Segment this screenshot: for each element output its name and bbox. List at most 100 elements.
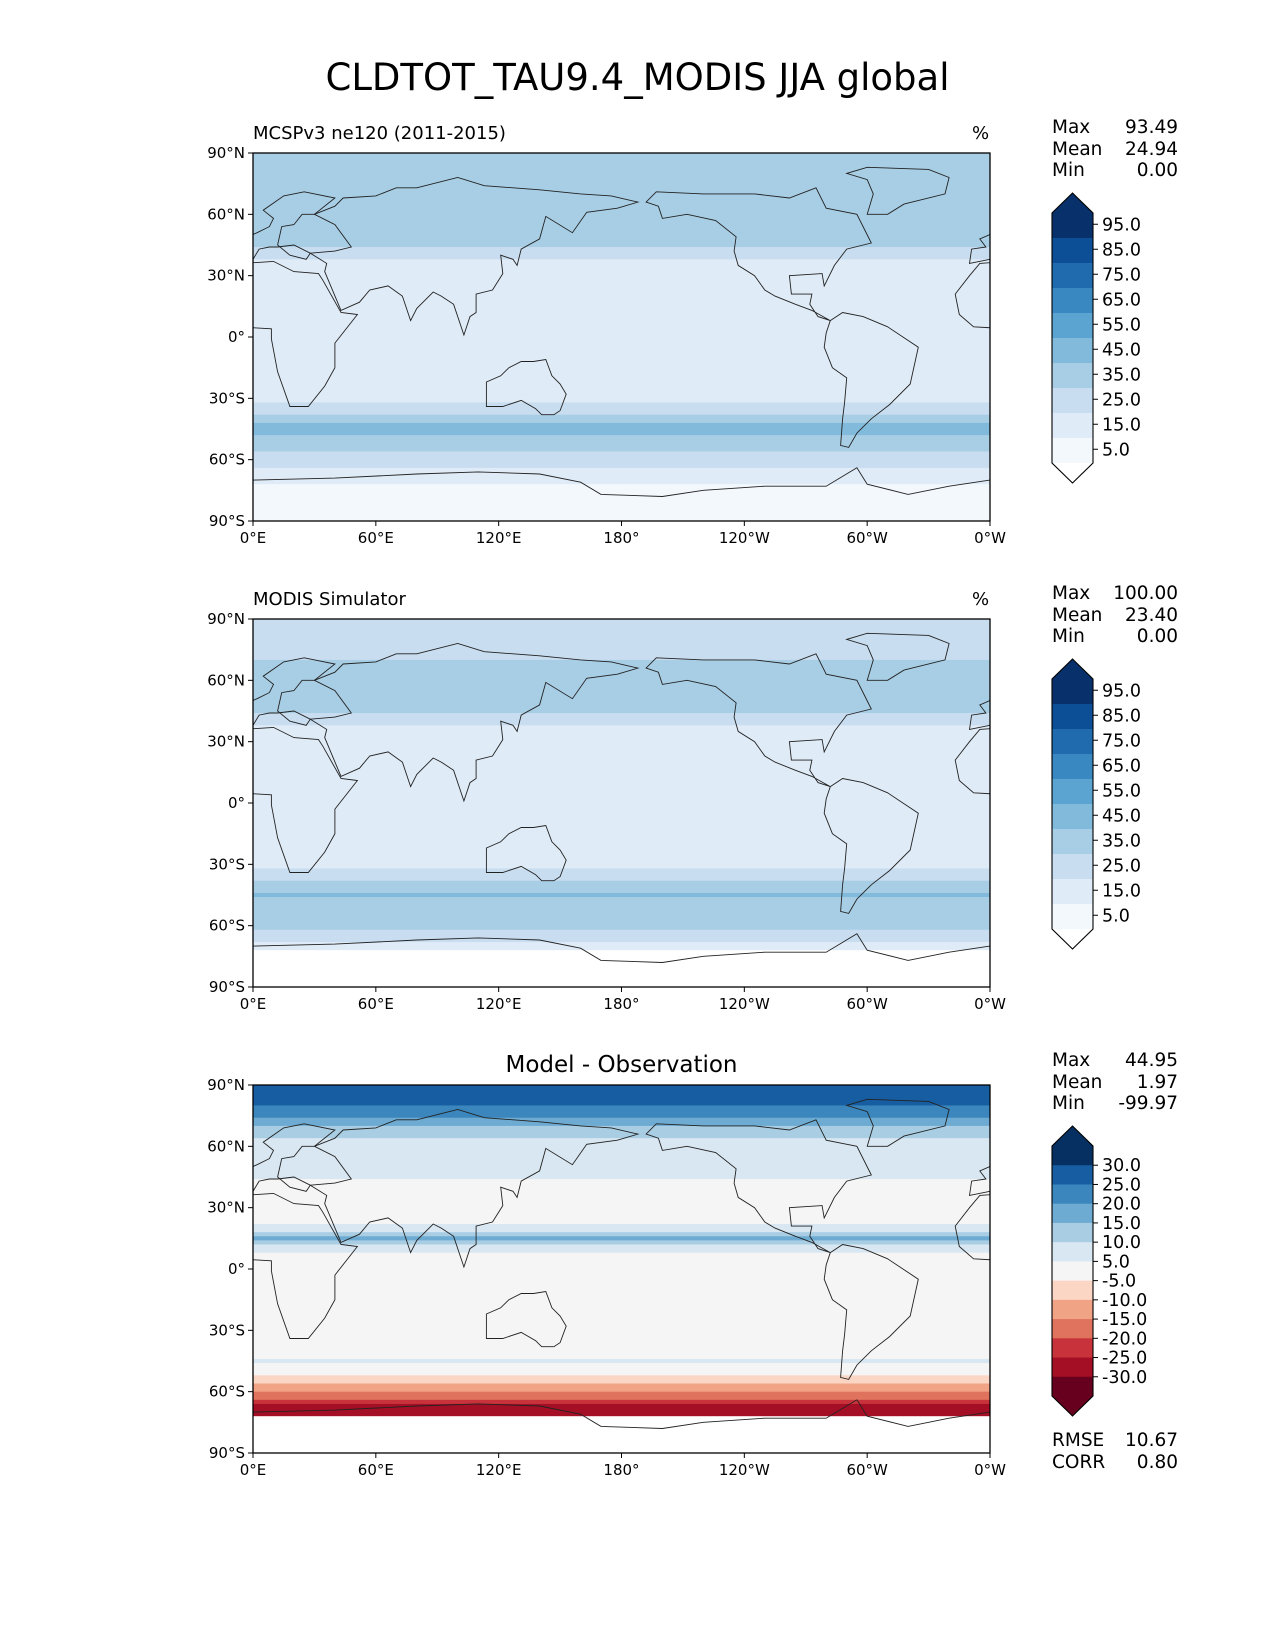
lon-tick-label: 180° [603,1461,639,1479]
lat-tick-label: 90°S [209,978,245,996]
stat-value: 0.80 [1136,1451,1178,1473]
lat-tick-label: 90°N [207,610,245,628]
colorbar-tick-label: 35.0 [1102,365,1141,385]
stat-row: Max 44.95 [1052,1050,1178,1072]
colorbar-segment [1052,854,1093,880]
zonal-band [253,508,990,514]
zonal-band [253,279,990,285]
zonal-band [253,161,990,166]
colorbar-tick-label: 55.0 [1102,315,1141,335]
lon-tick-label: 60°E [358,995,394,1013]
colorbar-tick-label: 10.0 [1102,1233,1141,1253]
zonal-band [253,737,990,743]
colorbar-tick-label: 65.0 [1102,756,1141,776]
colorbar-segment [1052,754,1093,780]
zonal-band [253,1338,990,1344]
zonal-band [253,897,990,902]
zonal-band [253,758,990,763]
antarctica-outline [253,933,990,963]
zonal-band [253,1174,990,1180]
map-panel-2: 90°N 60°N 30°N 0° 30°S 60°S 90°S0°E 60°E 120°E 18… [207,610,1006,1013]
lon-tick-label: 60°E [358,529,394,547]
lat-tick-label: 60°S [209,1383,245,1401]
lat-tick-label: 60°N [207,1137,245,1155]
colorbar-tick-label: 75.0 [1102,731,1141,751]
stat-label: Max [1052,117,1091,138]
colorbar-tick-label: -20.0 [1102,1329,1147,1349]
zonal-band [253,1334,990,1340]
stat-label: RMSE [1052,1430,1105,1451]
colorbar-segment [1052,313,1093,339]
colorbar-segment [1052,413,1093,439]
panel-stats: Max 93.49 Mean 24.94 Min 0.00 [1052,117,1178,182]
zonal-band [253,193,990,199]
panel-left-title: MODIS Simulator [253,589,406,610]
lat-tick-label: 60°N [207,205,245,223]
lon-tick-label: 0°E [240,529,267,547]
lat-tick-label: 0° [228,328,245,346]
zonal-band [253,1264,990,1270]
zonal-band [253,643,990,649]
zonal-band [253,312,990,318]
zonal-band [253,819,990,825]
europe-outline [253,1123,336,1192]
zonal-band [253,749,990,755]
zonal-band [253,324,990,330]
zonal-band [253,811,990,816]
map-panel-3: 90°N 60°N 30°N 0° 30°S 60°S 90°S0°E 60°E 120°E 18… [207,1076,1006,1479]
colorbar-tick-label: -25.0 [1102,1349,1147,1369]
colorbar-tick-label: 25.0 [1102,856,1141,876]
zonal-band [253,847,990,853]
map-field [253,619,990,987]
colorbar-outline [1051,658,1094,950]
zonal-band [253,504,990,510]
zonal-band [253,1154,990,1160]
zonal-band [253,684,990,690]
stat-value: 93.49 [1125,117,1178,138]
zonal-band [253,1403,990,1409]
zonal-band [253,263,990,269]
zonal-band [253,807,990,812]
stat-row: Min 0.00 [1052,626,1178,648]
zonal-band [253,345,990,350]
zonal-band [253,696,990,702]
lat-tick-label: 30°S [209,389,245,407]
zonal-band [253,619,990,624]
colorbar-segment [1052,804,1093,830]
stat-label: Min [1052,1093,1085,1114]
australia-outline [485,358,567,416]
colorbar-segment [1052,1299,1093,1320]
zonal-band [253,880,990,886]
zonal-band [253,316,990,322]
zonal-band [253,741,990,747]
zonal-band [253,708,990,714]
zonal-band [253,655,990,661]
zonal-band [253,1146,990,1152]
lat-tick-label: 90°N [207,1076,245,1094]
south-america-outline [823,778,919,914]
zonal-band [253,790,990,796]
zonal-band [253,283,990,289]
zonal-band [253,1240,990,1246]
zonal-band [253,1301,990,1307]
panel-units: % [972,123,990,144]
zonal-band [253,782,990,788]
colorbar-tick-label: 30.0 [1102,1156,1141,1176]
zonal-band [253,230,990,236]
zonal-band [253,1183,990,1188]
zonal-band [253,1408,990,1413]
panel-left-title: MCSPv3 ne120 (2011-2015) [253,123,506,144]
zonal-band [253,1383,990,1389]
zonal-band [253,439,990,444]
zonal-band [253,1134,990,1139]
zonal-band [253,157,990,162]
zonal-band [253,361,990,367]
stat-row: Mean 1.97 [1052,1072,1178,1094]
zonal-band [253,1371,990,1376]
lon-tick-label: 180° [603,995,639,1013]
lat-tick-label: 90°S [209,1444,245,1462]
zonal-band [253,1228,990,1233]
lon-tick-label: 60°E [358,1461,394,1479]
stat-label: Max [1052,1050,1091,1071]
